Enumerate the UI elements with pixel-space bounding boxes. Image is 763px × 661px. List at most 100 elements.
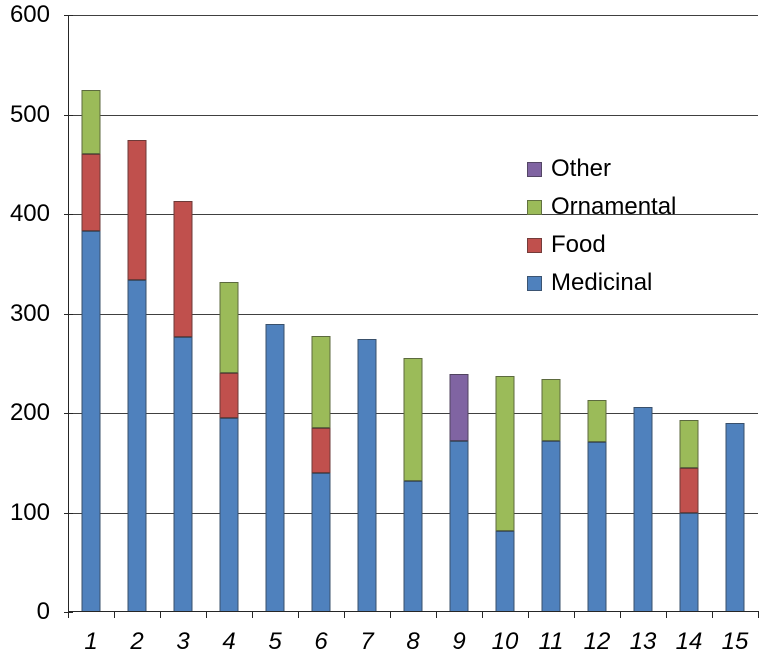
bar-segment-medicinal-3 xyxy=(173,337,193,612)
legend-label-medicinal: Medicinal xyxy=(551,269,653,296)
legend-item-other: Other xyxy=(527,150,676,188)
y-axis-tick xyxy=(64,214,73,215)
y-axis-label-600: 600 xyxy=(9,1,50,28)
bar-slot-8 xyxy=(390,15,436,612)
gridline-400 xyxy=(68,214,758,215)
x-axis-label-9: 9 xyxy=(452,628,466,655)
y-axis-tick xyxy=(64,313,73,315)
x-axis-label-6: 6 xyxy=(314,628,328,655)
y-axis-label-400: 400 xyxy=(9,200,50,227)
x-axis-label-10: 10 xyxy=(491,628,519,655)
bar-2 xyxy=(127,140,147,612)
x-axis-label-15: 15 xyxy=(721,628,749,655)
x-axis-label-11: 11 xyxy=(538,628,564,655)
bar-9 xyxy=(449,374,469,612)
bar-14 xyxy=(679,419,699,612)
x-axis-label-13: 13 xyxy=(629,628,657,655)
x-axis-label-5: 5 xyxy=(268,628,282,655)
bar-slot-7 xyxy=(344,15,390,612)
bar-5 xyxy=(265,324,285,612)
x-axis-line xyxy=(68,611,759,612)
legend-swatch-medicinal xyxy=(527,275,542,291)
bar-10 xyxy=(495,376,515,612)
bar-segment-medicinal-13 xyxy=(633,407,653,612)
bar-segment-ornamental-1 xyxy=(81,89,101,155)
y-axis-label-300: 300 xyxy=(9,299,50,327)
x-axis-label-2: 2 xyxy=(130,628,144,655)
x-axis-label-3: 3 xyxy=(176,628,190,655)
bar-slot-9 xyxy=(436,15,482,612)
bar-segment-medicinal-4 xyxy=(219,417,239,612)
x-axis-label-1: 1 xyxy=(84,628,98,655)
legend-item-ornamental: Ornamental xyxy=(527,188,676,226)
bar-6 xyxy=(311,336,331,612)
legend-swatch-food xyxy=(527,237,542,253)
y-axis-tick xyxy=(64,15,73,16)
y-axis-label-100: 100 xyxy=(9,498,50,526)
bar-slot-14 xyxy=(666,15,712,612)
x-axis-tick xyxy=(712,612,713,618)
gridline-300 xyxy=(68,313,758,315)
bar-segment-food-1 xyxy=(81,154,101,231)
bar-segment-medicinal-6 xyxy=(311,472,331,612)
bar-segment-medicinal-1 xyxy=(81,230,101,612)
bar-slot-1 xyxy=(68,15,114,612)
bar-7 xyxy=(357,339,377,612)
x-axis-label-7: 7 xyxy=(360,628,374,655)
x-axis-tick xyxy=(528,612,529,618)
bar-3 xyxy=(173,201,193,612)
x-axis-tick xyxy=(68,612,69,618)
bar-segment-ornamental-14 xyxy=(679,419,699,468)
bar-segment-medicinal-14 xyxy=(679,512,699,612)
x-axis-label-4: 4 xyxy=(222,628,236,655)
y-axis-tick xyxy=(64,114,73,116)
y-axis-label-200: 200 xyxy=(9,399,50,426)
y-axis-tick xyxy=(64,512,73,514)
gridline-600 xyxy=(68,15,758,16)
x-axis-tick xyxy=(298,612,299,618)
bar-segment-food-2 xyxy=(127,140,147,280)
bar-segment-medicinal-15 xyxy=(725,422,745,612)
x-axis-tick xyxy=(574,612,575,618)
y-axis-label-0: 0 xyxy=(36,598,50,625)
legend-label-food: Food xyxy=(551,231,606,258)
legend-item-medicinal: Medicinal xyxy=(527,264,676,302)
bar-segment-medicinal-8 xyxy=(403,480,423,612)
x-axis-label-8: 8 xyxy=(406,628,420,655)
bar-13 xyxy=(633,407,653,612)
legend-label-other: Other xyxy=(551,155,612,182)
bar-4 xyxy=(219,281,239,612)
legend-item-food: Food xyxy=(527,226,676,264)
x-axis-tick xyxy=(252,612,253,618)
bar-segment-medicinal-10 xyxy=(495,531,515,612)
x-axis-tick xyxy=(206,612,207,618)
bar-slot-11 xyxy=(528,15,574,612)
bar-slot-6 xyxy=(298,15,344,612)
bar-11 xyxy=(541,379,561,612)
x-axis-tick xyxy=(160,612,161,618)
bar-12 xyxy=(587,400,607,612)
bar-segment-ornamental-10 xyxy=(495,376,515,532)
bar-segment-other-9 xyxy=(449,374,469,441)
bar-15 xyxy=(725,422,745,612)
x-axis-tick xyxy=(114,612,115,618)
gridline-500 xyxy=(68,114,758,116)
bar-slot-13 xyxy=(620,15,666,612)
bar-slot-12 xyxy=(574,15,620,612)
x-axis-tick xyxy=(758,612,759,618)
bar-segment-food-14 xyxy=(679,467,699,513)
x-axis-label-12: 12 xyxy=(583,628,611,655)
bar-segment-ornamental-4 xyxy=(219,281,239,374)
bar-segment-medicinal-7 xyxy=(357,339,377,612)
bar-segment-medicinal-2 xyxy=(127,279,147,612)
x-axis-tick xyxy=(666,612,667,618)
bar-slot-15 xyxy=(712,15,758,612)
x-axis-tick xyxy=(620,612,621,618)
bar-segment-food-6 xyxy=(311,427,331,473)
x-axis-label-14: 14 xyxy=(675,628,703,655)
bar-1 xyxy=(81,89,101,612)
plot-area xyxy=(68,15,758,612)
x-axis-tick xyxy=(390,612,391,618)
bar-segment-ornamental-11 xyxy=(541,379,561,441)
